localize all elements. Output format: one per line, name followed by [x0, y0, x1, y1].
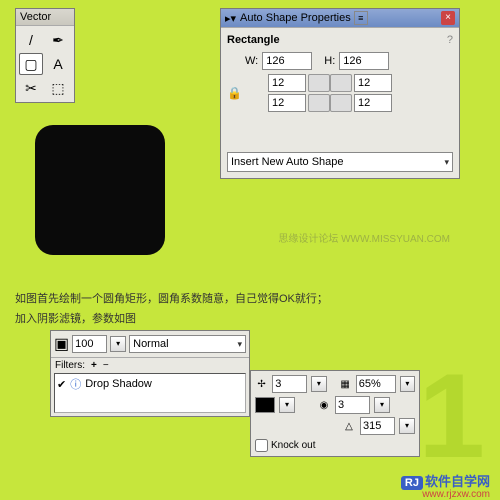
angle-icon: △: [342, 419, 356, 433]
corner-bl-input[interactable]: [268, 94, 306, 112]
dropdown-label: Insert New Auto Shape: [231, 156, 344, 168]
shadow-opacity-input[interactable]: [356, 375, 396, 393]
check-icon: ✔: [57, 378, 66, 391]
drop-icon[interactable]: ▾: [399, 418, 415, 434]
drop-icon[interactable]: ▾: [374, 397, 390, 413]
corner-grid: [268, 74, 392, 112]
corner-br-icon[interactable]: [330, 94, 352, 112]
remove-filter-button[interactable]: −: [103, 360, 109, 371]
cut-tool[interactable]: ✂: [19, 77, 43, 99]
drop-icon[interactable]: ▾: [400, 376, 415, 392]
filters-top: ▣ ▾ Normal ▾: [51, 331, 249, 358]
caption-1: 如图首先绘制一个圆角矩形，圆角系数随意，自己觉得OK就行；: [15, 290, 328, 306]
corner-br-input[interactable]: [354, 94, 392, 112]
filter-row[interactable]: ✔ ⓘ Drop Shadow: [57, 376, 243, 392]
chevron-down-icon: ▾: [237, 339, 242, 350]
logo: RJ软件自学网: [401, 471, 490, 490]
vector-titlebar: Vector: [16, 9, 74, 26]
corner-tl-input[interactable]: [268, 74, 306, 92]
filters-label-row: Filters: + −: [51, 358, 249, 373]
insert-shape-dropdown[interactable]: Insert New Auto Shape ▾: [227, 152, 453, 172]
drop-icon[interactable]: ▾: [311, 376, 326, 392]
blend-mode-select[interactable]: Normal ▾: [129, 335, 246, 353]
close-icon[interactable]: ×: [441, 11, 455, 25]
rect-tool[interactable]: ▢: [19, 53, 43, 75]
shadow-panel: ✢ ▾ ▦ ▾ ▾ ◉ ▾ △ ▾ Knock out: [250, 370, 420, 457]
opacity-icon: ▦: [339, 377, 352, 391]
logo-url: www.rjzxw.com: [422, 489, 490, 500]
knockout-row: Knock out: [255, 439, 415, 452]
opacity-dropdown-icon[interactable]: ▾: [110, 336, 126, 352]
lock-icon[interactable]: 🔒: [227, 86, 242, 100]
vector-title: Vector: [20, 11, 51, 23]
h-label: H:: [324, 55, 335, 67]
options-icon[interactable]: ≡: [354, 11, 368, 25]
logo-text: 软件自学网: [425, 474, 490, 489]
offset-input[interactable]: [272, 375, 307, 393]
shadow-body: ✢ ▾ ▦ ▾ ▾ ◉ ▾ △ ▾ Knock out: [251, 371, 419, 456]
autoshape-titlebar[interactable]: ▸▾ Auto Shape Properties ≡ ×: [221, 9, 459, 28]
width-input[interactable]: [262, 52, 312, 70]
brush-tool[interactable]: ✒: [46, 29, 70, 51]
step-number: 1: [418, 347, 485, 485]
filter-name: Drop Shadow: [85, 378, 152, 390]
chevron-down-icon: ▾: [444, 157, 449, 168]
pen-tool[interactable]: /: [19, 29, 43, 51]
help-icon[interactable]: ?: [447, 34, 453, 46]
drop-icon[interactable]: ▾: [279, 397, 295, 413]
shape-preview: [35, 125, 165, 255]
corner-tl-icon[interactable]: [308, 74, 330, 92]
vector-tools-grid: / ✒ ▢ A ✂ ⬚: [16, 26, 74, 102]
height-input[interactable]: [339, 52, 389, 70]
crop-tool[interactable]: ⬚: [46, 77, 70, 99]
softness-input[interactable]: [335, 396, 370, 414]
softness-icon: ◉: [317, 398, 331, 412]
corner-tr-input[interactable]: [354, 74, 392, 92]
autoshape-body: Rectangle ? W: H: 🔒 Insert New Auto Shap…: [221, 28, 459, 178]
info-icon: ⓘ: [70, 376, 81, 392]
autoshape-title: Auto Shape Properties: [240, 12, 351, 24]
opacity-input[interactable]: [72, 335, 107, 353]
w-label: W:: [245, 55, 258, 67]
collapse-icon[interactable]: ▸▾: [225, 12, 236, 25]
caption-2: 加入阴影滤镜，参数如图: [15, 310, 136, 326]
angle-input[interactable]: [360, 417, 395, 435]
filter-list: ✔ ⓘ Drop Shadow: [54, 373, 246, 413]
color-swatch[interactable]: [255, 397, 275, 413]
add-filter-button[interactable]: +: [91, 360, 97, 371]
corner-tr-icon[interactable]: [330, 74, 352, 92]
corner-bl-icon[interactable]: [308, 94, 330, 112]
blend-label: Normal: [133, 338, 168, 350]
visibility-icon[interactable]: ▣: [54, 334, 69, 354]
offset-icon: ✢: [255, 377, 268, 391]
vector-panel: Vector / ✒ ▢ A ✂ ⬚: [15, 8, 75, 103]
autoshape-panel: ▸▾ Auto Shape Properties ≡ × Rectangle ?…: [220, 8, 460, 179]
watermark: 思缘设计论坛 WWW.MISSYUAN.COM: [278, 230, 450, 245]
shape-subtitle: Rectangle: [227, 34, 280, 46]
logo-badge: RJ: [401, 476, 423, 490]
knockout-label: Knock out: [271, 440, 315, 451]
knockout-checkbox[interactable]: [255, 439, 268, 452]
filters-label: Filters:: [55, 360, 85, 371]
filters-panel: ▣ ▾ Normal ▾ Filters: + − ✔ ⓘ Drop Shado…: [50, 330, 250, 417]
text-tool[interactable]: A: [46, 53, 70, 75]
